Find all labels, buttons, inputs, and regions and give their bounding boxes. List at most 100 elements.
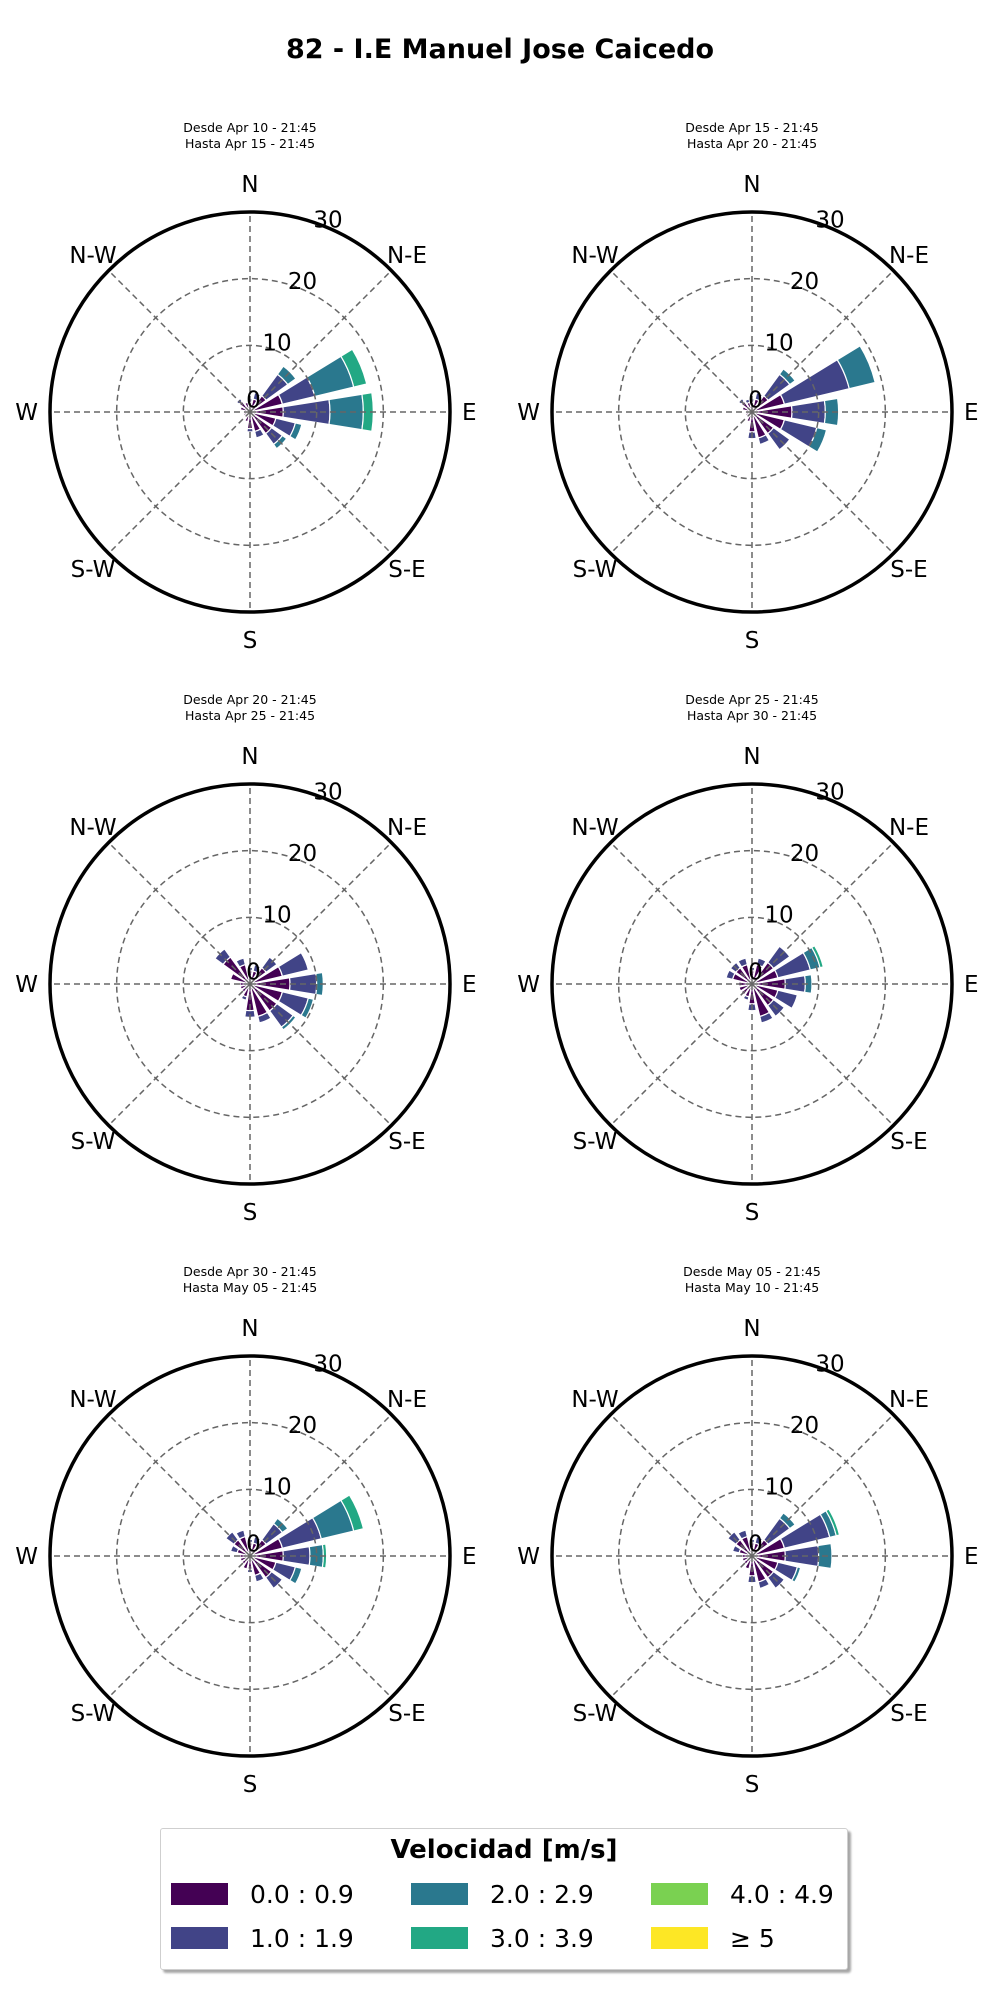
direction-label-s-e: S-E [890, 1701, 927, 1727]
rose-bar-14-bin-2 [725, 969, 736, 981]
direction-label-e: E [462, 1544, 477, 1570]
radial-gridline-2 [751, 1414, 894, 1557]
direction-label-w: W [517, 1544, 540, 1570]
subplot-subtitle-2: Hasta Apr 15 - 21:45 [185, 136, 315, 151]
direction-label-n-w: N-W [571, 815, 618, 841]
rose-bar-6-bin-3 [300, 997, 315, 1019]
legend-item-2: 2.0 : 2.9 [411, 1879, 594, 1909]
rose-bar-2-bin-2 [755, 957, 767, 968]
direction-label-n: N [743, 172, 760, 198]
rose-bar-4-bin-3 [836, 344, 876, 390]
grid-circle-2 [617, 1421, 887, 1691]
rose-bar-14-bin-2 [731, 1544, 742, 1554]
radial-tick-label-20: 20 [790, 841, 819, 867]
legend-item-5: ≥ 5 [651, 1923, 775, 1953]
direction-label-n-w: N-W [69, 243, 116, 269]
grid-circle-1 [684, 916, 820, 1052]
radial-tick-label-0: 0 [748, 1532, 763, 1558]
legend-label-2: 2.0 : 2.9 [490, 1879, 594, 1909]
direction-label-n: N [241, 1316, 258, 1342]
radial-gridline-8 [108, 1414, 251, 1557]
direction-label-w: W [517, 972, 540, 998]
grid-circle-2 [115, 1421, 385, 1691]
direction-label-n-w: N-W [69, 1387, 116, 1413]
legend-label-0: 0.0 : 0.9 [250, 1879, 354, 1909]
direction-label-n-e: N-E [889, 1387, 929, 1413]
direction-label-s: S [745, 628, 760, 654]
direction-label-n-w: N-W [69, 815, 116, 841]
subplot-subtitle-2: Hasta May 10 - 21:45 [685, 1280, 819, 1295]
subplot-subtitle-1: Desde Apr 15 - 21:45 [685, 120, 818, 135]
rose-bar-5-bin-3 [803, 973, 813, 995]
rose-bar-3-bin-3 [778, 368, 796, 386]
grid-circle-2 [617, 277, 887, 547]
rose-bar-2-bin-2 [252, 391, 262, 402]
grid-circle-2 [617, 849, 887, 1119]
radial-tick-label-20: 20 [790, 1413, 819, 1439]
direction-label-n-e: N-E [889, 815, 929, 841]
rose-bar-2-bin-2 [252, 1535, 262, 1546]
direction-label-w: W [15, 972, 38, 998]
grid-circle-1 [684, 344, 820, 480]
radial-gridline-6 [610, 411, 753, 554]
radial-tick-label-10: 10 [262, 331, 291, 357]
direction-label-e: E [462, 400, 477, 426]
radial-tick-label-20: 20 [790, 269, 819, 295]
direction-label-n-e: N-E [387, 243, 427, 269]
outer-circle [48, 1354, 452, 1758]
legend-label-5: ≥ 5 [730, 1923, 775, 1953]
direction-label-s-w: S-W [71, 1701, 116, 1727]
radial-gridline-8 [610, 842, 753, 985]
direction-label-e: E [964, 972, 979, 998]
radial-gridline-2 [249, 1414, 392, 1557]
rose-bar-9-bin-2 [246, 427, 254, 433]
radial-tick-label-0: 0 [748, 388, 763, 414]
rose-bar-16-bin-2 [235, 957, 247, 968]
direction-label-w: W [15, 400, 38, 426]
legend-swatch-0 [171, 1883, 228, 1905]
radial-tick-label-20: 20 [288, 841, 317, 867]
legend-label-1: 1.0 : 1.9 [250, 1923, 354, 1953]
direction-label-n-e: N-E [387, 815, 427, 841]
direction-label-w: W [15, 1544, 38, 1570]
subplot-subtitle-1: Desde Apr 20 - 21:45 [183, 692, 316, 707]
legend-swatch-1 [171, 1927, 228, 1949]
legend-label-3: 3.0 : 3.9 [490, 1923, 594, 1953]
radial-gridline-2 [751, 270, 894, 413]
rose-bar-8-bin-2 [257, 1011, 272, 1024]
radial-gridline-4 [751, 983, 894, 1126]
direction-label-s: S [243, 628, 258, 654]
radial-tick-label-10: 10 [764, 903, 793, 929]
rose-bar-8-bin-2 [759, 1011, 774, 1024]
rose-bar-5-bin-4 [361, 392, 374, 432]
rose-bar-4-bin-2 [277, 951, 310, 977]
direction-label-s-w: S-W [71, 557, 116, 583]
radial-gridline-4 [751, 1555, 894, 1698]
direction-label-s: S [745, 1200, 760, 1226]
direction-label-e: E [462, 972, 477, 998]
legend-title: Velocidad [m/s] [390, 1835, 618, 1865]
direction-label-n: N [241, 172, 258, 198]
radial-gridline-8 [108, 270, 251, 413]
radial-tick-label-30: 30 [815, 1352, 844, 1378]
radial-gridline-4 [249, 983, 392, 1126]
direction-label-w: W [517, 400, 540, 426]
radial-tick-label-0: 0 [748, 960, 763, 986]
radial-gridline-6 [108, 411, 251, 554]
rose-bar-4-bin-4 [825, 1508, 841, 1537]
rose-bar-16-bin-2 [235, 1529, 247, 1540]
radial-tick-label-0: 0 [246, 388, 261, 414]
grid-circle-1 [684, 1488, 820, 1624]
subplot-subtitle-1: Desde Apr 25 - 21:45 [685, 692, 818, 707]
subplot-subtitle-2: Hasta May 05 - 21:45 [183, 1280, 317, 1295]
radial-gridline-6 [610, 1555, 753, 1698]
direction-label-n-w: N-W [571, 243, 618, 269]
radial-tick-label-30: 30 [313, 780, 342, 806]
rose-bar-4-bin-4 [810, 944, 825, 969]
rose-bar-5-bin-3 [823, 397, 840, 427]
